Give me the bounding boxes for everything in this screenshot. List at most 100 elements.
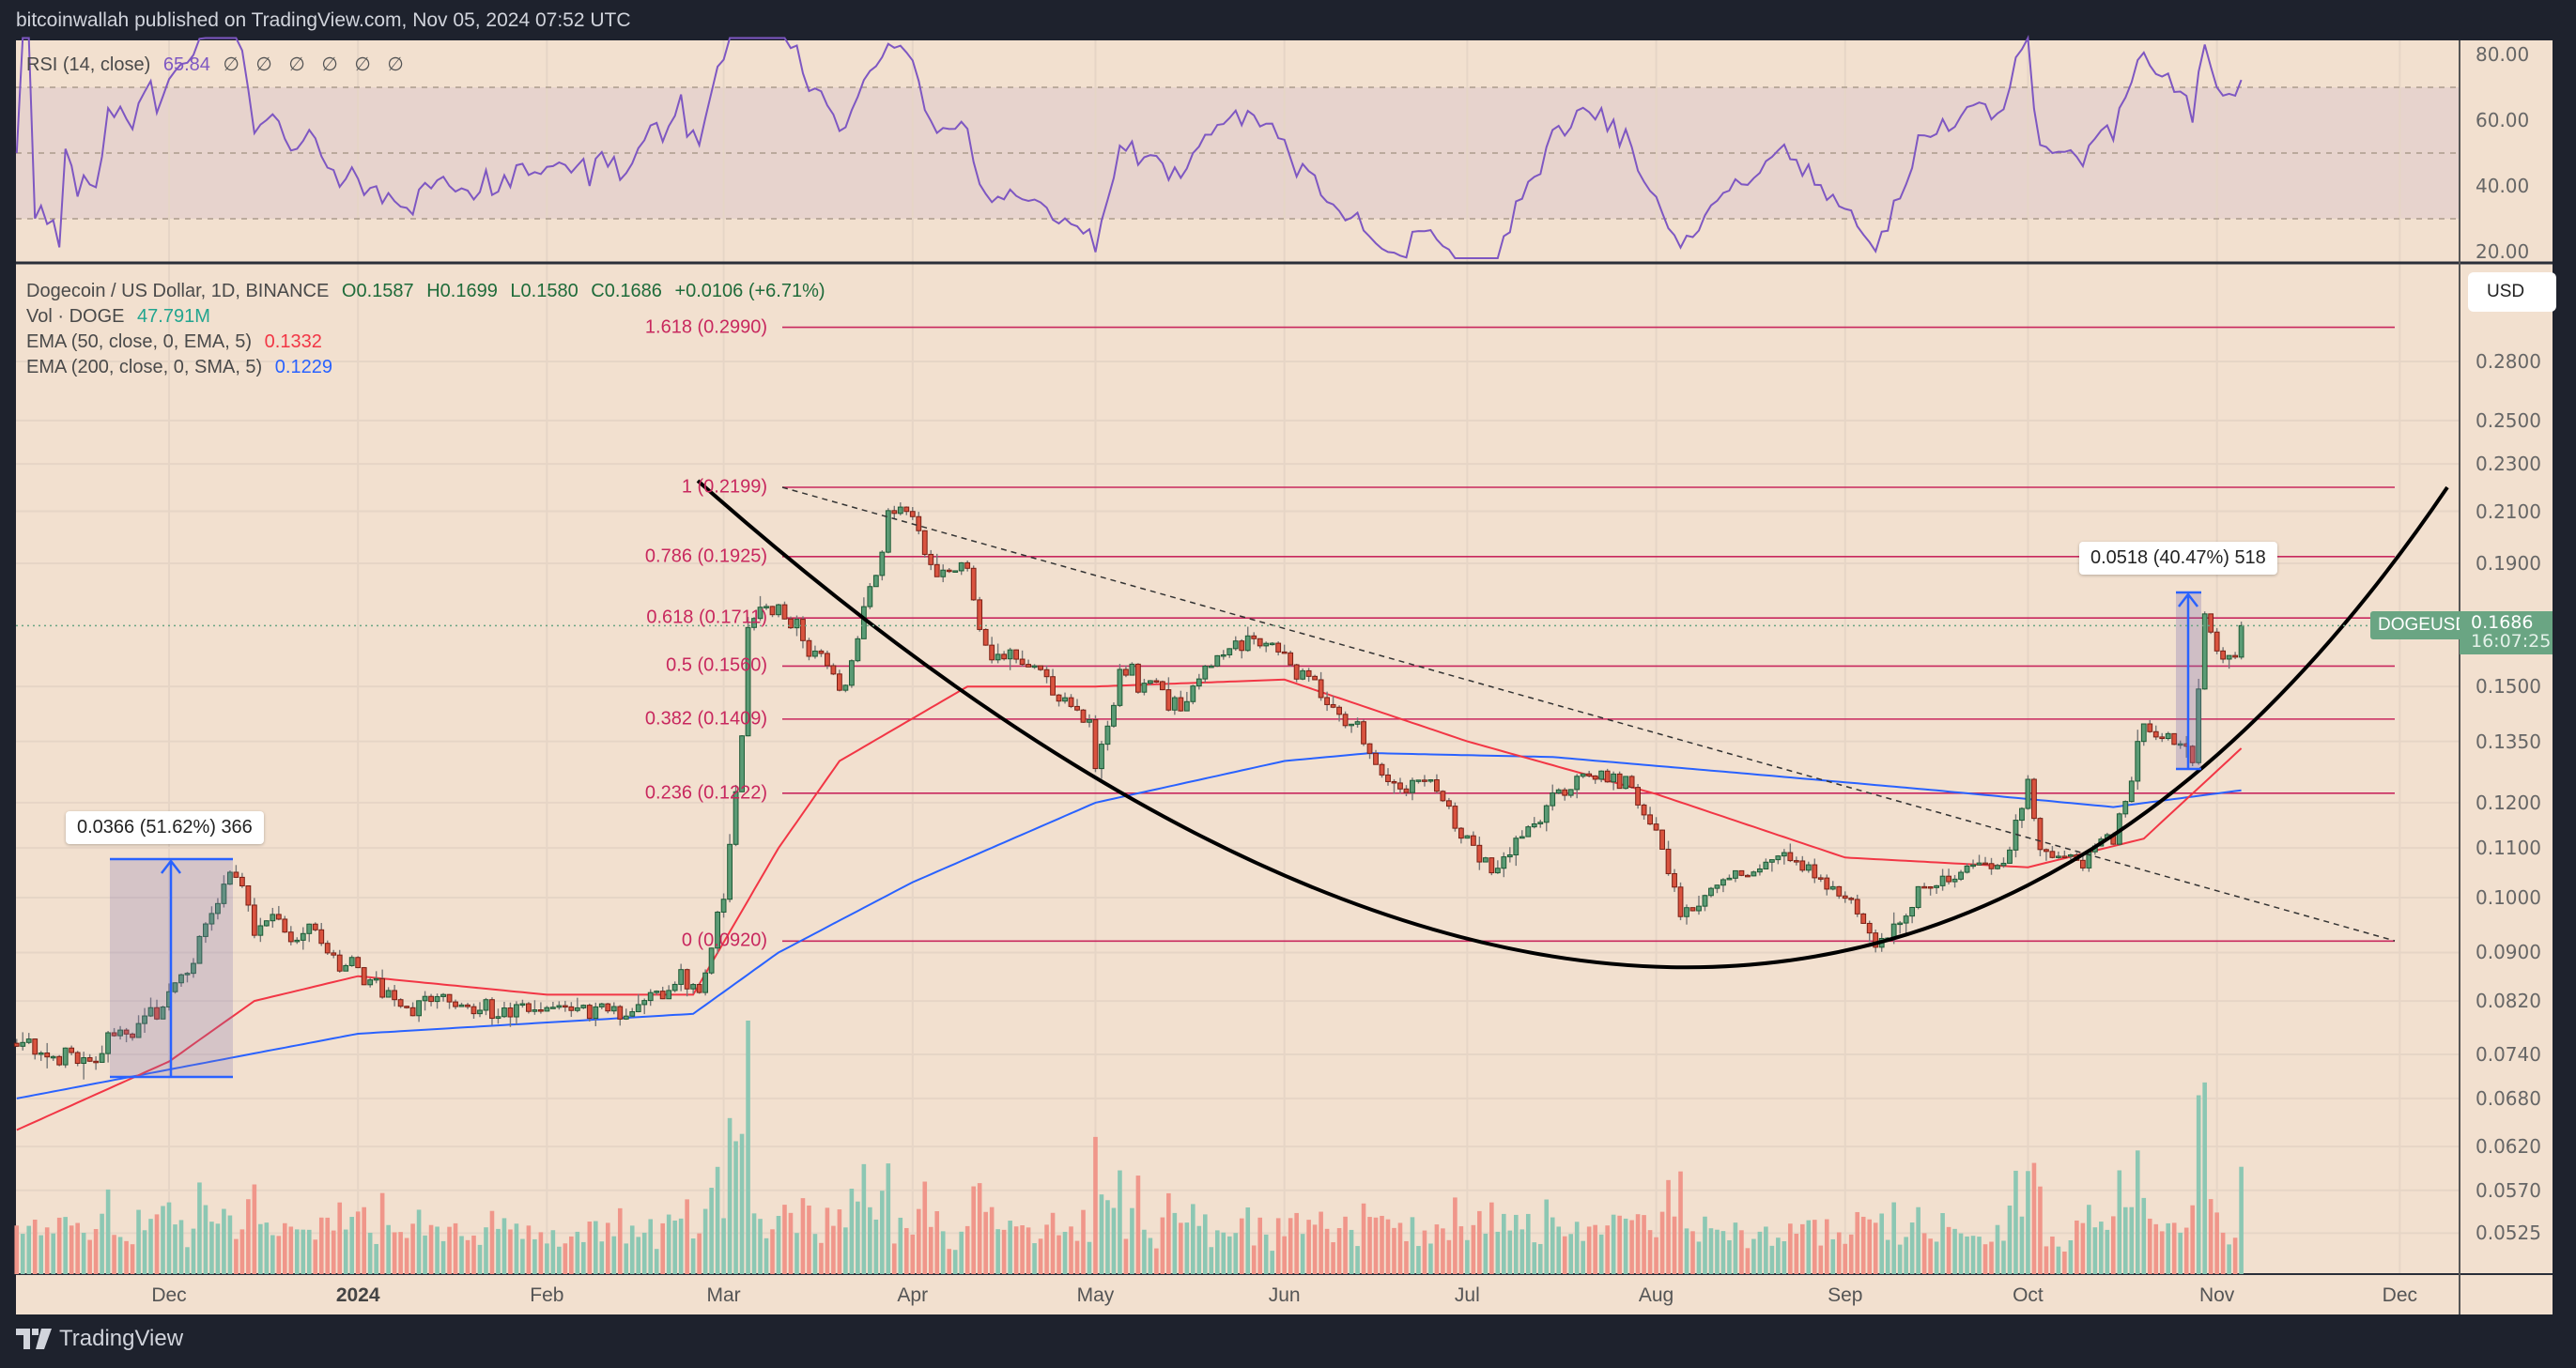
volume-bar (1294, 1212, 1299, 1274)
volume-bar (545, 1243, 549, 1274)
volume-bar (349, 1217, 354, 1274)
price-tick-label: 0.1500 (2476, 675, 2541, 699)
candle (940, 569, 947, 577)
volume-bar (166, 1202, 172, 1274)
volume-bar (2159, 1231, 2165, 1274)
volume-bar (1422, 1230, 1427, 1274)
measure-label-1[interactable]: 0.0366 (51.62%) 366 (66, 811, 264, 844)
volume-bar (343, 1229, 348, 1274)
candle (446, 993, 453, 1003)
candle (2061, 855, 2068, 858)
volume-bar (63, 1217, 68, 1274)
candle (1738, 869, 1745, 876)
ema50-legend[interactable]: EMA (50, close, 0, EMA, 5) 0.1332 (26, 331, 330, 353)
measure-label-2[interactable]: 0.0518 (40.47%) 518 (2079, 542, 2277, 575)
volume-bar (1940, 1213, 1945, 1274)
candle (1038, 665, 1043, 670)
candle (514, 1004, 519, 1018)
volume-bar (1288, 1218, 1293, 1274)
candle (1080, 709, 1087, 723)
candle (355, 957, 362, 969)
candle (1269, 642, 1275, 646)
volume-bar (435, 1226, 440, 1274)
candle (1641, 804, 1647, 816)
candle (1531, 822, 1537, 828)
candle (1824, 877, 1830, 890)
candle (855, 638, 861, 662)
candle (605, 1003, 611, 1012)
ema200-legend[interactable]: EMA (200, close, 0, SMA, 5) 0.1229 (26, 357, 340, 378)
volume-bar (1843, 1243, 1848, 1274)
candle (1854, 899, 1860, 915)
candle (1452, 806, 1458, 829)
volume-bar (2208, 1199, 2214, 1274)
candle (842, 684, 849, 691)
candle (635, 1004, 641, 1013)
volume-bar (1806, 1220, 1812, 1274)
volume-bar (1397, 1222, 1403, 1274)
candle (1611, 773, 1617, 783)
candle (989, 644, 995, 661)
volume-bar (1373, 1217, 1379, 1274)
volume-bar (1623, 1218, 1628, 1274)
candle (1403, 788, 1410, 793)
fib-level-label: 1 (0.2199) (681, 476, 767, 498)
volume-bar (648, 1219, 654, 1274)
candle (1312, 675, 1319, 681)
volume-bar (112, 1235, 116, 1274)
candle (20, 1041, 26, 1047)
footer-brand[interactable]: TradingView (16, 1326, 183, 1352)
candle (477, 1009, 483, 1015)
volume-bar (239, 1229, 245, 1274)
volume-bar (1495, 1231, 1501, 1274)
volume-bar (922, 1181, 928, 1274)
candle (2196, 688, 2202, 763)
volume-bar (2050, 1237, 2055, 1274)
volume-bar (1196, 1225, 1202, 1274)
volume-bar (1830, 1238, 1836, 1274)
candle (1293, 664, 1300, 680)
volume-bar (812, 1234, 818, 1274)
volume-bar (276, 1236, 282, 1274)
candle (623, 1015, 629, 1020)
volume-bar (690, 1238, 696, 1274)
candle (385, 990, 392, 998)
rounding-bottom-curve (696, 479, 2449, 970)
volume-bar (733, 1141, 738, 1274)
volume-bar (532, 1238, 537, 1274)
volume-bar (459, 1236, 464, 1274)
volume-bar (178, 1220, 184, 1274)
volume-bar (1690, 1231, 1695, 1274)
candle (751, 618, 757, 628)
candle (1464, 835, 1471, 839)
candle (1805, 864, 1812, 871)
candle (549, 1007, 556, 1009)
candle (392, 990, 398, 1001)
candle (574, 1007, 580, 1011)
symbol-title[interactable]: Dogecoin / US Dollar, 1D, BINANCE (26, 281, 330, 301)
volume-bar (404, 1237, 409, 1274)
candle (696, 984, 702, 993)
volume-bar (746, 1021, 750, 1274)
rsi-line (15, 35, 2243, 259)
volume-bar (1483, 1233, 1489, 1274)
volume-bar (843, 1227, 848, 1274)
volume-bar (2013, 1170, 2018, 1274)
candle (1995, 865, 2000, 869)
candle (1501, 856, 1507, 869)
volume-bar (868, 1207, 872, 1274)
volume-bar (1148, 1237, 1153, 1274)
candle (788, 618, 794, 629)
volume-bar (1099, 1194, 1104, 1274)
candle (1031, 665, 1038, 669)
volume-bar (222, 1208, 226, 1274)
candle (130, 1033, 135, 1038)
volume-bar (1123, 1238, 1129, 1274)
currency-button[interactable]: USD (2468, 272, 2556, 312)
volume-legend[interactable]: Vol · DOGE 47.791M (26, 306, 218, 328)
volume-bar (258, 1223, 263, 1274)
candle (647, 991, 654, 1002)
volume-bar (1087, 1241, 1092, 1274)
candle (331, 952, 337, 956)
